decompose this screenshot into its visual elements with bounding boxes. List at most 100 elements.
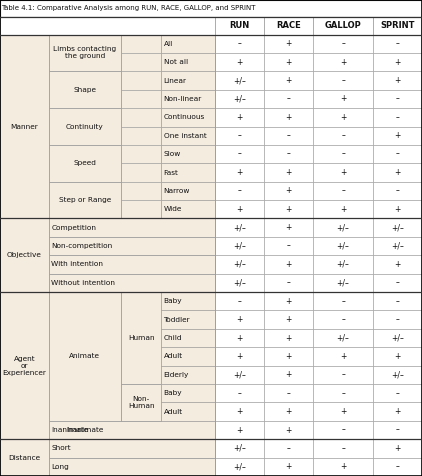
Bar bbox=[161, 108, 215, 127]
Bar bbox=[0, 255, 49, 274]
Bar bbox=[161, 127, 215, 145]
Bar bbox=[49, 127, 122, 145]
Bar bbox=[161, 347, 215, 366]
Text: Non-
Human: Non- Human bbox=[128, 396, 154, 409]
Bar bbox=[49, 237, 122, 255]
Bar bbox=[264, 329, 313, 347]
Bar bbox=[49, 329, 122, 347]
Bar bbox=[215, 384, 264, 402]
Text: Inanimate: Inanimate bbox=[51, 427, 89, 433]
Text: +: + bbox=[340, 113, 346, 122]
Bar bbox=[0, 218, 49, 237]
Text: –: – bbox=[341, 76, 345, 85]
Text: +/–: +/– bbox=[337, 223, 349, 232]
Bar bbox=[49, 90, 122, 108]
Bar bbox=[264, 292, 313, 310]
Bar bbox=[49, 439, 215, 457]
Bar bbox=[161, 53, 215, 71]
Bar bbox=[161, 145, 215, 163]
Bar bbox=[313, 384, 373, 402]
Bar bbox=[313, 237, 373, 255]
Text: +: + bbox=[286, 334, 292, 343]
Text: –: – bbox=[287, 278, 291, 288]
Bar bbox=[373, 200, 422, 218]
Text: Competition: Competition bbox=[51, 225, 96, 231]
Text: +: + bbox=[340, 407, 346, 416]
Text: +: + bbox=[394, 58, 400, 67]
Bar bbox=[161, 237, 215, 255]
Bar bbox=[313, 35, 373, 53]
Text: Baby: Baby bbox=[163, 390, 182, 396]
Text: SPRINT: SPRINT bbox=[380, 21, 415, 30]
Bar bbox=[215, 402, 264, 421]
Bar bbox=[215, 329, 264, 347]
Bar bbox=[264, 384, 313, 402]
Bar bbox=[122, 90, 161, 108]
Bar bbox=[264, 274, 313, 292]
Bar bbox=[122, 237, 161, 255]
Bar bbox=[313, 108, 373, 127]
Bar bbox=[49, 439, 122, 457]
Text: Adult: Adult bbox=[163, 354, 183, 359]
Bar bbox=[215, 35, 264, 53]
Bar bbox=[161, 35, 215, 53]
Bar bbox=[264, 366, 313, 384]
Bar bbox=[49, 218, 215, 237]
Bar bbox=[0, 71, 49, 90]
Bar bbox=[215, 457, 264, 476]
Text: Linear: Linear bbox=[163, 78, 187, 84]
Bar bbox=[313, 71, 373, 90]
Bar bbox=[373, 366, 422, 384]
Text: –: – bbox=[395, 426, 399, 435]
Bar bbox=[373, 35, 422, 53]
Bar bbox=[215, 182, 264, 200]
Bar bbox=[49, 145, 122, 182]
Text: +: + bbox=[394, 444, 400, 453]
Bar bbox=[0, 292, 49, 310]
Text: –: – bbox=[341, 149, 345, 159]
Bar bbox=[264, 255, 313, 274]
Text: With intention: With intention bbox=[51, 261, 103, 268]
Text: Slow: Slow bbox=[163, 151, 181, 157]
Text: –: – bbox=[341, 315, 345, 324]
Text: –: – bbox=[238, 39, 242, 48]
Bar bbox=[215, 145, 264, 163]
Bar bbox=[49, 108, 122, 127]
Text: Non-competition: Non-competition bbox=[51, 243, 112, 249]
Bar bbox=[264, 108, 313, 127]
Text: –: – bbox=[238, 297, 242, 306]
Text: +/–: +/– bbox=[233, 76, 246, 85]
Bar bbox=[264, 127, 313, 145]
Bar bbox=[49, 35, 122, 71]
Bar bbox=[0, 439, 49, 476]
Text: Distance: Distance bbox=[8, 455, 41, 461]
Bar bbox=[215, 310, 264, 329]
Bar bbox=[122, 421, 161, 439]
Bar bbox=[161, 90, 215, 108]
Bar bbox=[215, 53, 264, 71]
Text: +/–: +/– bbox=[391, 242, 404, 250]
Bar bbox=[0, 384, 49, 402]
Bar bbox=[313, 17, 373, 35]
Bar bbox=[161, 347, 215, 366]
Text: +/–: +/– bbox=[233, 242, 246, 250]
Bar bbox=[161, 310, 215, 329]
Bar bbox=[49, 347, 122, 366]
Bar bbox=[0, 200, 49, 218]
Text: +: + bbox=[286, 76, 292, 85]
Bar bbox=[264, 17, 313, 35]
Text: –: – bbox=[395, 149, 399, 159]
Text: +: + bbox=[340, 205, 346, 214]
Text: –: – bbox=[287, 389, 291, 398]
Bar bbox=[161, 71, 215, 90]
Bar bbox=[49, 421, 122, 439]
Bar bbox=[264, 200, 313, 218]
Bar bbox=[122, 71, 161, 90]
Bar bbox=[122, 35, 161, 53]
Text: +: + bbox=[340, 168, 346, 177]
Text: –: – bbox=[287, 444, 291, 453]
Bar bbox=[215, 163, 264, 182]
Bar bbox=[161, 421, 215, 439]
Bar bbox=[49, 255, 215, 274]
Bar bbox=[373, 347, 422, 366]
